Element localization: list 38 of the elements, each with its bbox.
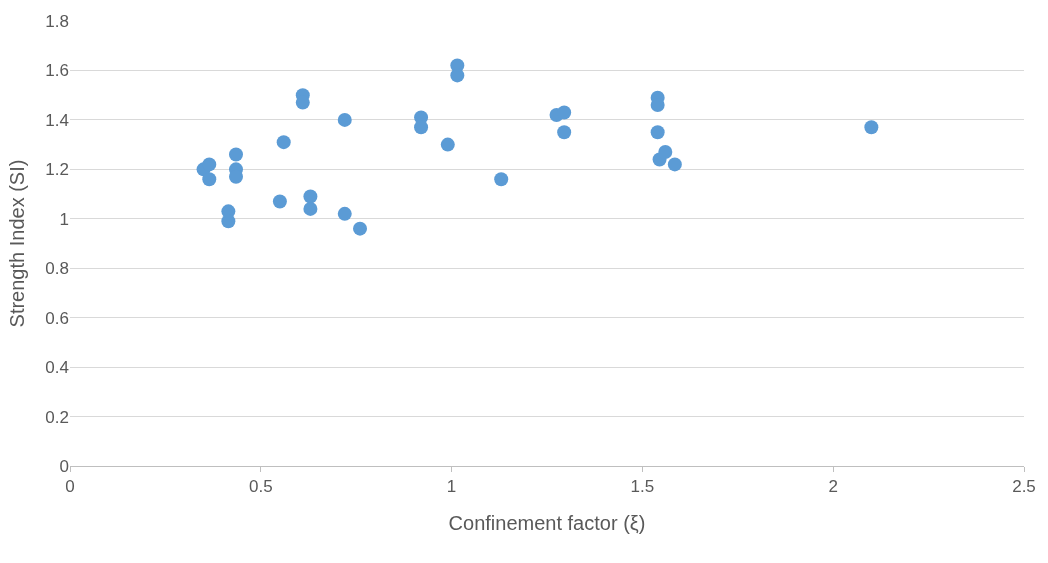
x-axis-title: Confinement factor (ξ) <box>448 511 646 534</box>
point <box>303 201 318 216</box>
point <box>303 189 318 204</box>
point <box>864 120 879 135</box>
point <box>202 157 217 172</box>
point <box>440 137 455 152</box>
y-tick-label: 0.6 <box>45 308 69 328</box>
point <box>667 157 682 172</box>
point <box>337 112 352 127</box>
point <box>202 172 217 187</box>
y-tick-label: 1.4 <box>45 110 69 130</box>
y-axis-title: Strength Index (SI) <box>5 159 28 328</box>
y-tick-label: 0 <box>59 456 69 476</box>
point <box>353 221 368 236</box>
x-tick-label: 1.5 <box>630 477 655 497</box>
y-tick-label: 1.8 <box>45 11 69 31</box>
point <box>450 68 465 83</box>
point <box>494 172 509 187</box>
y-tick-label: 0.2 <box>45 407 69 427</box>
y-tick-label: 0.8 <box>45 259 69 279</box>
point <box>272 194 287 209</box>
y-tick-label: 0.4 <box>45 358 69 378</box>
point <box>229 147 243 162</box>
x-tick-label: 0.5 <box>248 477 273 497</box>
point <box>337 206 352 221</box>
point <box>650 125 665 140</box>
x-tick-label: 1 <box>446 477 457 497</box>
x-tick-label: 2 <box>828 477 838 497</box>
point <box>658 145 673 160</box>
y-tick-label: 1 <box>59 209 69 229</box>
point <box>557 125 572 140</box>
point <box>557 105 572 120</box>
point <box>414 120 429 135</box>
y-tick-label: 1.6 <box>45 61 69 81</box>
point <box>221 214 236 229</box>
x-tick-label: 2.5 <box>1012 477 1036 497</box>
point <box>276 135 291 150</box>
y-tick-label: 1.2 <box>45 160 69 180</box>
